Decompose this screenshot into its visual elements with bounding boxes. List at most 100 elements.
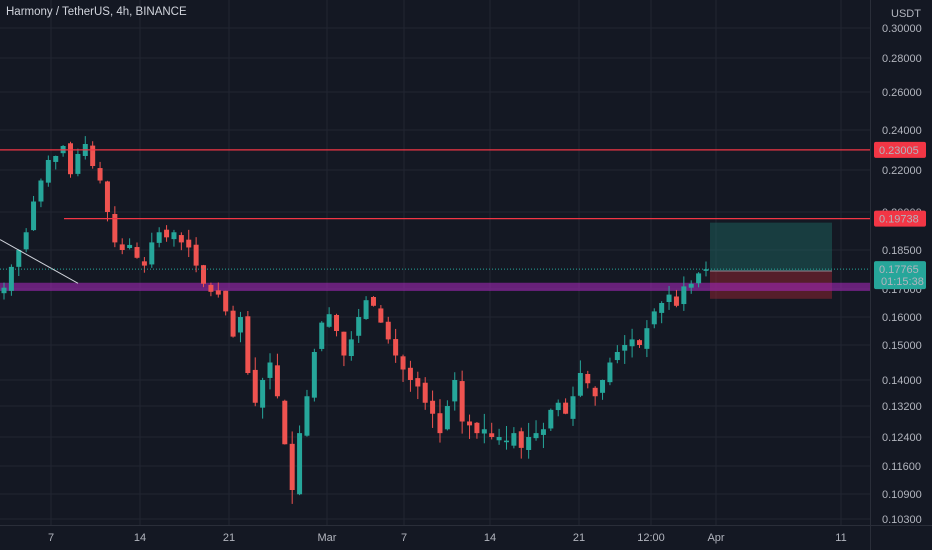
candle-body: [112, 213, 118, 243]
candle-body: [400, 356, 406, 370]
x-tick-label: 21: [573, 532, 585, 544]
y-tick-label: 0.11600: [882, 461, 921, 473]
candle-body: [297, 433, 303, 495]
candle-body: [548, 409, 554, 429]
candle-body: [348, 339, 354, 357]
candle-body: [178, 235, 184, 243]
candle-body: [503, 440, 509, 443]
current-price-tag: 0.17765: [879, 264, 919, 276]
candle-body: [252, 369, 258, 403]
candle-body: [208, 284, 214, 292]
candle-body: [134, 247, 140, 258]
candle-body: [141, 261, 147, 266]
candle-body: [104, 181, 110, 212]
candle-body: [444, 406, 450, 430]
candle-body: [370, 296, 376, 306]
candle-body: [45, 160, 51, 183]
candle-body: [363, 300, 369, 319]
y-tick-label: 0.12400: [882, 432, 922, 444]
candle-body: [393, 339, 399, 356]
candle-body: [518, 431, 524, 448]
candle-body: [459, 381, 465, 422]
candle-body: [385, 321, 391, 340]
candle-body: [289, 443, 295, 490]
candle-body: [260, 380, 266, 408]
candle-body: [703, 269, 709, 271]
candle-body: [555, 402, 561, 411]
y-tick-label: 0.13200: [882, 401, 922, 413]
candle-body: [341, 331, 347, 356]
price-tag-upper-bg: [874, 141, 926, 158]
candle-body: [75, 154, 81, 174]
candle-body: [666, 294, 672, 302]
candle-body: [237, 317, 243, 333]
candle-body: [215, 290, 221, 295]
candle-body: [1, 287, 7, 294]
y-tick-label: 0.28000: [882, 53, 922, 65]
candle-body: [540, 429, 546, 435]
candle-body: [171, 232, 177, 240]
candle-body: [407, 367, 413, 380]
candle-body: [326, 314, 332, 327]
x-tick-label: Mar: [318, 532, 337, 544]
candle-body: [319, 322, 325, 349]
candle-body: [688, 283, 694, 288]
candle-body: [334, 315, 340, 331]
trendline[interactable]: [0, 239, 79, 284]
candle-body: [563, 402, 569, 414]
y-tick-label: 0.26000: [882, 87, 922, 99]
candle-body: [274, 365, 280, 397]
candle-body: [127, 244, 133, 249]
candle-body: [681, 286, 687, 305]
x-tick-label: 14: [134, 532, 146, 544]
candle-body: [156, 232, 162, 243]
current-price-tag-bg: [874, 261, 926, 290]
candle-body: [38, 180, 44, 202]
candle-body: [585, 373, 591, 384]
candle-body: [186, 239, 192, 248]
support-zone[interactable]: [0, 282, 870, 291]
candle-body: [90, 145, 96, 166]
candle-body: [644, 328, 650, 349]
x-tick-label: 14: [484, 532, 496, 544]
candle-body: [267, 362, 273, 378]
x-tick-label: 7: [48, 532, 54, 544]
target-zone[interactable]: [710, 222, 832, 272]
y-tick-label: 0.16000: [882, 312, 922, 324]
candle-body: [430, 400, 436, 414]
candle-body: [629, 339, 635, 347]
candle-body: [533, 433, 539, 439]
candle-body: [53, 156, 59, 162]
candle-body: [496, 437, 502, 441]
candle-body: [311, 352, 317, 398]
candle-body: [149, 242, 155, 265]
candle-body: [201, 265, 207, 284]
candle-body: [282, 400, 288, 445]
candle-body: [245, 316, 251, 373]
candle-body: [304, 396, 310, 436]
candle-body: [164, 229, 170, 238]
y-tick-label: 0.30000: [882, 23, 922, 35]
candle-body: [16, 250, 22, 267]
chart-title: Harmony / TetherUS, 4h, BINANCE: [6, 6, 187, 18]
candle-body: [31, 201, 37, 231]
candle-body: [526, 437, 532, 450]
y-tick-label: 0.10900: [882, 489, 922, 501]
candle-body: [356, 317, 362, 336]
candle-body: [511, 433, 517, 446]
y-tick-label: 0.10300: [882, 514, 922, 526]
x-tick-label: 12:00: [637, 532, 665, 544]
candle-body: [119, 244, 125, 250]
x-tick-label: Apr: [707, 532, 724, 544]
candle-body: [97, 168, 103, 181]
candle-body: [622, 345, 628, 351]
candle-body: [68, 143, 74, 175]
y-tick-label: 0.14000: [882, 375, 922, 387]
candle-body: [378, 308, 384, 323]
candle-body: [481, 429, 487, 434]
candle-body: [651, 311, 657, 325]
x-tick-label: 21: [223, 532, 235, 544]
candle-body: [467, 421, 473, 426]
